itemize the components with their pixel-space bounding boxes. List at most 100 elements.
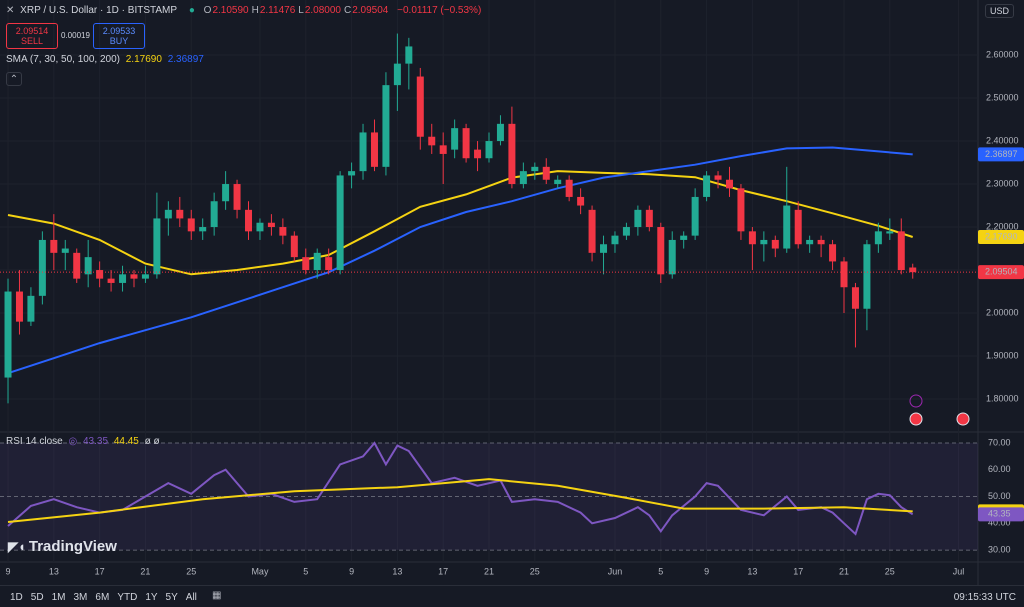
y-tick-label: 1.80000 — [986, 393, 1019, 403]
candle-body — [657, 227, 665, 275]
candle-body — [96, 270, 104, 279]
candle-body — [794, 209, 802, 245]
brand-icon: ◤◖ — [8, 539, 26, 554]
range-button[interactable]: 6M — [95, 592, 110, 603]
event-flag — [956, 412, 970, 426]
date-range-button[interactable]: ▦ — [212, 590, 222, 601]
x-tick-label: 25 — [530, 566, 540, 576]
candle-body — [107, 278, 115, 283]
range-button[interactable]: All — [185, 592, 197, 603]
candle-body — [600, 244, 608, 253]
candle-body — [199, 227, 207, 232]
last-price-value-badge — [978, 265, 1024, 280]
candle-body — [416, 76, 424, 137]
candle-body — [84, 257, 92, 275]
x-tick-label: 13 — [747, 566, 757, 576]
sma-axis-value-badge — [978, 147, 1024, 162]
candle-body — [542, 166, 550, 180]
x-tick-label: 9 — [6, 566, 11, 576]
brand-name: TradingView — [28, 538, 117, 555]
candle-body — [519, 171, 527, 185]
x-tick-label: 17 — [793, 566, 803, 576]
x-tick-label: 21 — [140, 566, 150, 576]
candle-body — [256, 222, 264, 232]
rsi-extra: ø ø — [144, 436, 160, 447]
candle-body — [565, 179, 573, 197]
rsi-axis-value-badge — [978, 507, 1024, 522]
candle-body — [267, 222, 275, 228]
indicator-line — [7, 146, 913, 375]
range-button[interactable]: YTD — [117, 592, 138, 603]
candle-body — [783, 205, 791, 249]
candle-body — [348, 171, 356, 176]
candle-body — [874, 231, 882, 245]
candle-body — [634, 209, 642, 228]
ohlc-value: 2.09504 — [352, 5, 389, 16]
candle-body — [622, 227, 630, 236]
candle-body — [130, 274, 138, 279]
candle-body — [61, 248, 69, 253]
candle-body — [382, 85, 390, 167]
x-tick-label: 25 — [186, 566, 196, 576]
ohlc-key: H — [251, 5, 259, 16]
y-tick-label: 60.00 — [988, 464, 1011, 474]
range-button[interactable]: 5Y — [165, 592, 178, 603]
candle-body — [703, 175, 711, 197]
candle-body — [141, 274, 149, 279]
buy-label: BUY — [109, 36, 129, 46]
candle-body — [680, 235, 688, 240]
range-buttons: 1D 5D 1M 3M 6M YTD 1Y 5Y All — [10, 592, 197, 603]
x-tick-label: 21 — [484, 566, 494, 576]
sell-button[interactable]: 2.09514 SELL — [6, 23, 58, 49]
candle-body — [405, 46, 413, 64]
candle-body — [73, 252, 81, 279]
y-tick-label: 70.00 — [988, 437, 1011, 447]
candle-body — [771, 239, 779, 249]
sma-label: SMA (7, 30, 50, 100, 200) — [6, 54, 120, 65]
currency-button[interactable]: USD — [985, 4, 1015, 18]
candle-body — [15, 291, 23, 322]
x-tick-label: 5 — [303, 566, 308, 576]
sell-label: SELL — [20, 36, 44, 46]
candle-body — [714, 175, 722, 180]
candle-body — [302, 257, 310, 271]
close-icon[interactable]: ✕ — [6, 5, 15, 16]
x-tick-label: May — [251, 566, 269, 576]
sma-value: 2.36897 — [167, 54, 204, 65]
sma-legend: SMA (7, 30, 50, 100, 200) 2.17690 2.3689… — [6, 54, 207, 65]
range-button[interactable]: 1D — [10, 592, 23, 603]
candle-body — [119, 274, 127, 283]
buy-button[interactable]: 2.09533 BUY — [93, 23, 145, 49]
sma-value: 2.17690 — [125, 54, 162, 65]
range-button[interactable]: 5D — [30, 592, 44, 603]
y-tick-label: 30.00 — [988, 544, 1011, 554]
sma-axis-value-badge — [978, 229, 1024, 244]
x-tick-label: 13 — [49, 566, 59, 576]
rsi-value: 43.35 — [83, 436, 109, 447]
range-button[interactable]: 1Y — [145, 592, 158, 603]
range-button[interactable]: 1M — [51, 592, 66, 603]
candle-body — [27, 295, 35, 322]
collapse-button[interactable]: ⌃ — [6, 72, 22, 86]
candle-body — [817, 239, 825, 245]
candle-body — [851, 287, 859, 309]
candle-body — [760, 239, 768, 245]
candle-body — [577, 196, 585, 206]
candle-body — [863, 244, 871, 309]
candle-body — [886, 231, 894, 234]
ohlc-value: 2.10590 — [212, 5, 249, 16]
y-tick-label: 40.00 — [988, 518, 1011, 528]
symbol: XRP / U.S. Dollar · 1D · BITSTAMP — [20, 5, 178, 16]
range-button[interactable]: 3M — [73, 592, 88, 603]
candle-body — [554, 179, 562, 185]
y-tick-label: 2.60000 — [986, 49, 1019, 59]
candle-body — [164, 209, 172, 219]
x-tick-label: 9 — [704, 566, 709, 576]
candle-body — [38, 239, 46, 296]
candle-body — [737, 188, 745, 232]
candle-body — [325, 257, 333, 271]
y-tick-label: 2.40000 — [986, 135, 1019, 145]
candle-body — [393, 63, 401, 86]
y-tick-label: 2.00000 — [986, 307, 1019, 317]
candle-body — [290, 235, 298, 258]
